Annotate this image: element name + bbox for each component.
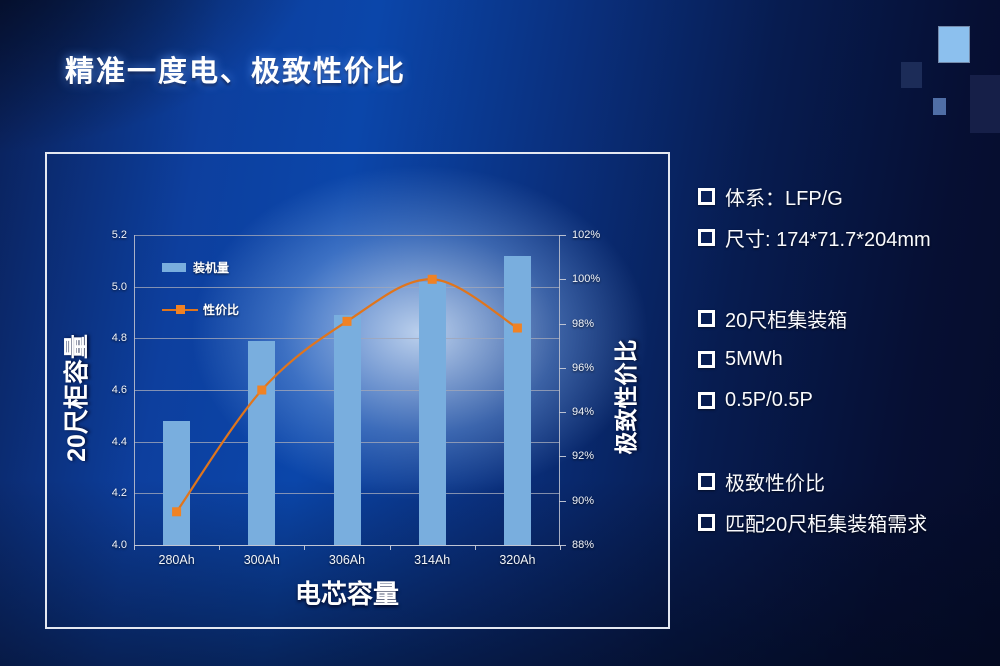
legend-label-line-series: 性价比 <box>203 302 240 317</box>
line-marker-icon <box>172 507 182 517</box>
chart-legend: 装机量 性价比 <box>162 259 239 343</box>
decor-square-icon <box>939 27 969 62</box>
bar <box>248 340 276 545</box>
right-axis-tick <box>559 412 566 414</box>
right-axis-tick-label: 98% <box>572 317 595 330</box>
bar <box>418 281 446 545</box>
left-axis-line <box>134 235 135 545</box>
decor-square-icon <box>970 75 1000 133</box>
left-axis-tick-label: 5.0 <box>111 280 127 293</box>
decor-square-icon <box>933 98 946 115</box>
right-axis-line <box>559 235 560 545</box>
left-axis-tick-label: 4.0 <box>111 539 127 551</box>
specs-group-value: 极致性价比 匹配20尺柜集装箱需求 <box>698 461 998 543</box>
right-axis-tick <box>559 367 566 369</box>
square-bullet-icon <box>698 310 715 327</box>
line-marker-icon <box>512 323 522 333</box>
slide-title: 精准一度电、极致性价比 <box>65 56 407 88</box>
chart-panel: 装机量 性价比 5.2 5.0 4.8 4.6 4.4 4.2 4.0 102% 100% 98%… <box>45 152 670 629</box>
square-bullet-icon <box>698 229 715 246</box>
x-axis-tick <box>560 545 561 550</box>
grid-line <box>134 235 560 236</box>
bar-series-swatch-icon <box>162 262 186 272</box>
x-axis-title: 电芯容量 <box>294 579 399 609</box>
x-axis-line <box>134 545 560 546</box>
spec-item: 体系：LFP/G <box>698 176 998 217</box>
left-axis-tick-label: 4.2 <box>111 487 127 500</box>
specs-group-cell: 体系：LFP/G 尺寸: 174*71.7*204mm <box>698 176 998 258</box>
x-axis-category-label: 320Ah <box>499 553 536 567</box>
left-axis-tick-label: 4.8 <box>111 332 127 345</box>
x-axis-tick <box>219 545 221 550</box>
right-axis-tick-label: 94% <box>572 406 595 419</box>
right-axis-tick <box>559 235 566 236</box>
left-axis-tick-label: 5.2 <box>111 229 127 241</box>
legend-item-line-series: 性价比 <box>162 301 239 317</box>
right-axis-tick-label: 100% <box>572 273 601 286</box>
spec-item: 尺寸: 174*71.7*204mm <box>698 217 998 258</box>
x-axis-tick <box>304 545 306 550</box>
spec-item: 0.5P/0.5P <box>698 380 998 421</box>
spec-item: 极致性价比 <box>698 461 998 502</box>
line-marker-icon <box>257 385 267 395</box>
spec-text: 20尺柜集装箱 <box>725 310 848 332</box>
square-bullet-icon <box>698 473 715 490</box>
line-series-path <box>175 278 518 513</box>
right-axis-tick <box>559 279 566 281</box>
x-axis-tick <box>389 545 391 550</box>
bar <box>503 255 531 545</box>
square-bullet-icon <box>698 351 715 368</box>
legend-label-bar-series: 装机量 <box>193 260 230 275</box>
line-series-swatch-icon <box>162 304 198 314</box>
right-axis-tick-label: 90% <box>572 494 595 507</box>
x-axis-category-label: 314Ah <box>414 553 451 567</box>
x-axis-category-label: 306Ah <box>328 553 366 567</box>
right-axis-tick-label: 92% <box>572 450 595 463</box>
bar <box>333 315 361 545</box>
square-bullet-icon <box>698 392 715 409</box>
line-marker-icon <box>427 274 437 284</box>
right-axis-tick <box>559 500 566 502</box>
bar <box>163 421 191 545</box>
x-axis-category-label: 280Ah <box>158 553 195 567</box>
spec-text: 0.5P/0.5P <box>725 389 813 411</box>
specs-group-container: 20尺柜集装箱 5MWh 0.5P/0.5P <box>698 298 998 421</box>
decor-square-icon <box>901 62 922 88</box>
x-axis-category-label: 300Ah <box>243 553 280 567</box>
grid-line <box>134 286 560 288</box>
spec-item: 20尺柜集装箱 <box>698 298 998 339</box>
left-axis-tick-label: 4.6 <box>111 384 127 396</box>
square-bullet-icon <box>698 188 715 205</box>
right-axis-tick <box>559 323 566 325</box>
legend-item-bar-series: 装机量 <box>162 259 239 275</box>
line-marker-icon <box>342 316 352 326</box>
spec-item: 匹配20尺柜集装箱需求 <box>698 502 998 543</box>
spec-text: 5MWh <box>725 348 783 370</box>
spec-item: 5MWh <box>698 339 998 380</box>
x-axis-tick <box>134 545 135 550</box>
right-axis-title: 极致性价比 <box>613 339 639 455</box>
spec-text: 体系：LFP/G <box>725 188 843 210</box>
square-bullet-icon <box>698 514 715 531</box>
right-axis-tick <box>559 456 566 458</box>
spec-text: 匹配20尺柜集装箱需求 <box>725 514 928 536</box>
right-axis-tick <box>559 545 566 546</box>
x-axis-tick <box>474 545 476 550</box>
right-axis-tick-label: 88% <box>572 539 595 551</box>
left-axis-title: 20尺柜容量 <box>63 334 91 462</box>
spec-text: 极致性价比 <box>725 473 825 495</box>
chart-plot-area: 装机量 性价比 5.2 5.0 4.8 4.6 4.4 4.2 4.0 102% 100% 98%… <box>112 229 600 567</box>
left-axis-tick-label: 4.4 <box>111 435 127 448</box>
specs-list: 体系：LFP/G 尺寸: 174*71.7*204mm 20尺柜集装箱 5MWh… <box>698 176 998 543</box>
spec-text: 尺寸: 174*71.7*204mm <box>725 229 931 251</box>
right-axis-tick-label: 96% <box>572 361 595 374</box>
right-axis-tick-label: 102% <box>572 229 601 241</box>
line-series <box>172 274 522 517</box>
